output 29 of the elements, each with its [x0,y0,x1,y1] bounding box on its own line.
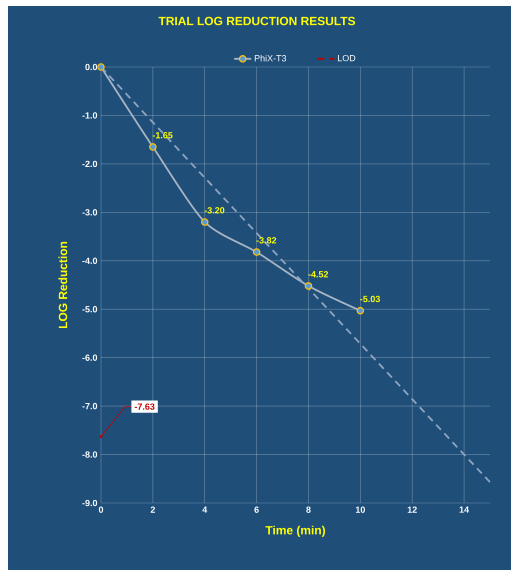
x-tick-label: 6 [254,506,259,513]
chart-title: TRIAL LOG REDUCTION RESULTS [158,16,356,26]
x-tick-label: 10 [356,506,365,513]
y-tick-label: -2.0 [82,160,98,168]
y-tick-label: -5.0 [82,306,98,312]
data-label: -4.52 [308,271,328,278]
y-tick-label: -1.0 [82,112,98,119]
y-tick-label: -8.0 [82,451,98,458]
legend-label: LOD [338,54,356,62]
y-tick-label: -7.0 [82,402,98,410]
data-label: -7.63 [134,403,154,410]
x-tick-label: 14 [460,506,470,513]
x-tick-label: 8 [306,506,311,513]
x-tick-label: 4 [202,506,208,513]
data-label: -3.20 [204,207,224,214]
x-axis-title: Time (min) [266,526,326,537]
x-tick-label: 0 [98,506,104,513]
y-tick-label: 0.0 [85,64,98,70]
y-tick-label: -3.0 [82,209,98,216]
data-label: -5.03 [360,296,380,302]
y-tick-label: -9.0 [82,500,98,506]
data-label: -1.65 [152,132,173,138]
x-tick-label: 12 [408,506,417,513]
legend-label: PhiX-T3 [254,54,286,62]
data-label: -3.82 [256,237,276,244]
y-axis-title: LOG Reduction [58,242,68,328]
x-tick-label: 2 [150,506,155,513]
y-tick-label: -6.0 [82,354,98,361]
y-tick-label: -4.0 [82,258,98,264]
